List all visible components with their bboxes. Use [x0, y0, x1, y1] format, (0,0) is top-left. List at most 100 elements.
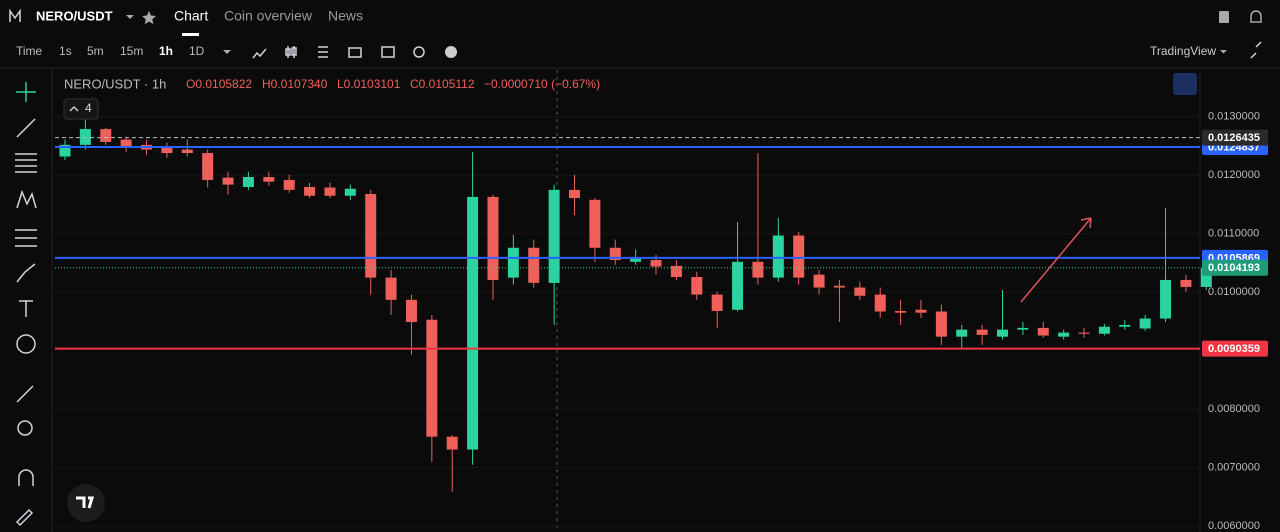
- candle-body: [630, 257, 642, 262]
- y-tick-label: 0.0060000: [1208, 520, 1260, 532]
- camera-icon[interactable]: [348, 47, 362, 58]
- provider[interactable]: TradingView: [1150, 44, 1216, 58]
- candle-body: [752, 261, 764, 278]
- candle-body: [670, 265, 682, 278]
- candle-body: [405, 299, 417, 323]
- candle-body: [263, 177, 275, 182]
- candle-body: [711, 294, 723, 311]
- notes-icon[interactable]: [1219, 11, 1229, 23]
- logo: [9, 8, 21, 22]
- price-label-bg: [1202, 259, 1268, 276]
- candle-body: [1017, 327, 1029, 330]
- interval[interactable]: 1D: [189, 44, 205, 58]
- candle-body: [181, 149, 193, 154]
- candle-body: [507, 247, 519, 278]
- candle-body: [609, 247, 621, 261]
- candle-body: [202, 153, 214, 180]
- tab[interactable]: Coin overview: [224, 8, 313, 24]
- candles-icon[interactable]: [285, 46, 297, 58]
- zoom-tool[interactable]: [17, 420, 33, 436]
- candle-body: [548, 189, 560, 283]
- candle-body: [365, 193, 377, 278]
- candle-body: [1139, 318, 1151, 329]
- price-label-bg: [1202, 129, 1268, 146]
- candle-body: [589, 199, 601, 248]
- candle-body: [691, 277, 703, 295]
- interval[interactable]: 1h: [159, 44, 173, 58]
- drawing-tools: [15, 82, 37, 527]
- candle-body: [487, 196, 499, 280]
- candle-body: [59, 144, 71, 157]
- candle-body: [813, 274, 825, 288]
- candle-body: [1037, 327, 1049, 336]
- dropdown[interactable]: [126, 15, 134, 19]
- calendar-icon[interactable]: [381, 46, 395, 58]
- magnet-tool[interactable]: [18, 469, 34, 486]
- candle-body: [426, 319, 438, 437]
- candle-body: [793, 235, 805, 278]
- candle-body: [100, 129, 112, 142]
- pattern-tool[interactable]: [16, 189, 37, 209]
- candle-body: [976, 329, 988, 335]
- interval[interactable]: 15m: [120, 44, 143, 58]
- candle-body: [1058, 332, 1070, 337]
- candle-body: [385, 277, 397, 300]
- dropdown[interactable]: [1220, 50, 1227, 54]
- alert-icon[interactable]: [1250, 10, 1262, 23]
- price-label-bg: [1202, 340, 1268, 357]
- candle-body: [874, 294, 886, 312]
- lock-tool[interactable]: [15, 508, 34, 527]
- candle-body: [854, 287, 866, 296]
- line-tool[interactable]: [16, 118, 36, 138]
- symbol[interactable]: NERO/USDT: [36, 8, 113, 23]
- add-icon[interactable]: [445, 46, 457, 58]
- candle-body: [1200, 267, 1212, 287]
- candle-body: [997, 329, 1008, 337]
- candle-body: [1119, 324, 1131, 327]
- candle-body: [120, 139, 132, 148]
- candle-body: [79, 129, 91, 145]
- dropdown[interactable]: [223, 50, 231, 54]
- legend-close: C0.0105112: [410, 77, 475, 91]
- interval[interactable]: 5m: [87, 44, 104, 58]
- layout-icon[interactable]: [318, 46, 328, 58]
- candle-body: [467, 196, 479, 450]
- candle-body: [772, 235, 784, 278]
- object-tree[interactable]: [1173, 73, 1197, 95]
- indicator-toggle[interactable]: [63, 98, 99, 120]
- interval[interactable]: 1s: [59, 44, 72, 58]
- favorite[interactable]: [142, 11, 156, 25]
- text-tool[interactable]: [19, 300, 33, 317]
- ruler-tool[interactable]: [16, 385, 34, 403]
- candle-body: [242, 177, 254, 187]
- y-tick-label: 0.0120000: [1208, 169, 1260, 181]
- emoji-tool[interactable]: [16, 334, 36, 354]
- fullscreen-icon[interactable]: [1250, 41, 1262, 59]
- collapse-icon[interactable]: [69, 105, 79, 112]
- indicator-count: 4: [85, 101, 92, 115]
- y-tick-label: 0.0080000: [1208, 403, 1260, 415]
- interval[interactable]: Time: [16, 44, 43, 58]
- y-tick-label: 0.0110000: [1208, 228, 1259, 240]
- plot: 0.0130000 0.0120000 0.0110000 0.0100000 0.00…: [55, 111, 1268, 532]
- crosshair-tool[interactable]: [16, 82, 36, 102]
- tv-logo[interactable]: [67, 484, 105, 522]
- legend-change: −0.0000710 (−0.67%): [484, 77, 600, 91]
- tab[interactable]: News: [328, 8, 363, 24]
- candle-body: [222, 177, 234, 185]
- projection-tool[interactable]: [15, 229, 37, 247]
- y-tick-label: 0.0070000: [1208, 462, 1260, 474]
- candle-body: [446, 436, 458, 450]
- replay-icon[interactable]: [413, 46, 425, 58]
- candle-body: [1180, 279, 1192, 287]
- candle-body: [304, 186, 316, 196]
- price-label: 0.0090359: [1208, 343, 1260, 355]
- candle-body: [1098, 326, 1110, 334]
- brush-tool[interactable]: [16, 263, 36, 283]
- fib-tool[interactable]: [15, 153, 37, 173]
- indicator-icon[interactable]: [252, 48, 267, 59]
- tab[interactable]: Chart: [174, 8, 208, 24]
